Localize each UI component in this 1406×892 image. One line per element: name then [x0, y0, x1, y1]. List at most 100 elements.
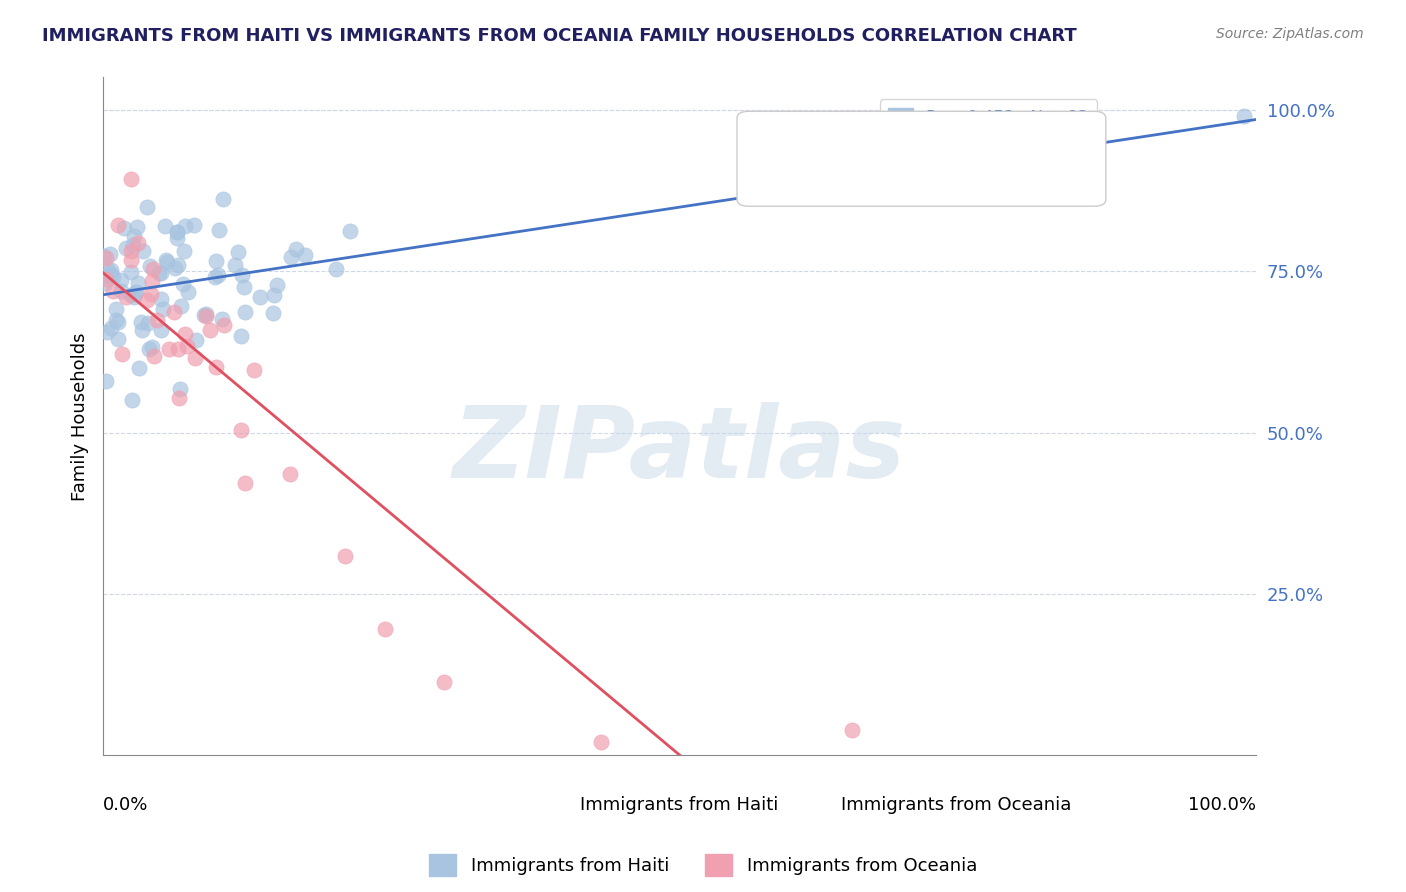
Point — [105, 313, 128, 327]
Point — [200, 323, 222, 337]
Point — [167, 258, 190, 272]
Text: 0.0%: 0.0% — [103, 796, 149, 814]
Point — [166, 225, 188, 239]
Point — [285, 242, 308, 256]
Point — [139, 259, 162, 273]
Point — [120, 287, 142, 301]
Point — [135, 200, 157, 214]
Point — [98, 246, 121, 260]
Point — [132, 244, 155, 258]
Point — [205, 359, 228, 374]
Point — [112, 221, 135, 235]
Point — [124, 285, 146, 300]
Point — [107, 332, 129, 346]
Point — [193, 308, 215, 322]
Point — [136, 293, 159, 307]
FancyBboxPatch shape — [737, 112, 1107, 206]
Point — [262, 306, 284, 320]
Point — [339, 224, 361, 238]
Point — [325, 262, 347, 277]
Point — [94, 276, 117, 290]
Point — [131, 323, 153, 337]
Point — [280, 250, 302, 264]
Point — [167, 391, 190, 405]
Point — [110, 272, 132, 286]
Text: ZIPatlas: ZIPatlas — [453, 401, 905, 499]
Point — [96, 326, 118, 340]
Point — [173, 244, 195, 258]
Point — [127, 276, 149, 290]
Point — [104, 301, 127, 316]
Point — [205, 253, 228, 268]
Point — [233, 280, 256, 294]
Point — [235, 304, 257, 318]
Point — [163, 305, 186, 319]
Point — [208, 223, 231, 237]
Point — [231, 268, 253, 282]
Point — [177, 285, 200, 299]
Point — [141, 339, 163, 353]
Point — [96, 269, 118, 284]
Point — [93, 249, 115, 263]
Point — [100, 321, 122, 335]
Point — [433, 675, 456, 690]
Point — [124, 285, 146, 299]
Point — [155, 253, 177, 268]
Point — [94, 272, 117, 286]
Point — [374, 622, 396, 636]
Text: Immigrants from Haiti: Immigrants from Haiti — [581, 796, 779, 814]
Point — [142, 261, 165, 276]
Point — [111, 347, 134, 361]
Point — [96, 374, 118, 388]
Point — [100, 267, 122, 281]
Point — [1233, 109, 1256, 123]
Legend: Immigrants from Haiti, Immigrants from Oceania: Immigrants from Haiti, Immigrants from O… — [422, 847, 984, 883]
Point — [139, 287, 162, 301]
Point — [101, 284, 124, 298]
Point — [128, 360, 150, 375]
Point — [120, 253, 142, 268]
Point — [159, 342, 181, 356]
Point — [294, 247, 316, 261]
Point — [114, 290, 136, 304]
Y-axis label: Family Households: Family Households — [72, 332, 89, 500]
Point — [129, 315, 152, 329]
Point — [120, 265, 142, 279]
Point — [152, 301, 174, 316]
Point — [183, 351, 205, 365]
Point — [110, 284, 132, 298]
Point — [841, 723, 863, 737]
Point — [153, 219, 176, 233]
Point — [121, 393, 143, 408]
Point — [211, 312, 233, 326]
Point — [121, 237, 143, 252]
Point — [127, 236, 149, 251]
Point — [122, 229, 145, 244]
Point — [107, 218, 129, 232]
Point — [204, 269, 226, 284]
Text: Source: ZipAtlas.com: Source: ZipAtlas.com — [1216, 27, 1364, 41]
Point — [165, 260, 187, 275]
Point — [278, 467, 301, 481]
Point — [243, 363, 266, 377]
Point — [96, 261, 118, 276]
Point — [156, 255, 179, 269]
Point — [229, 423, 252, 437]
Point — [233, 475, 256, 490]
Point — [100, 263, 122, 277]
Point — [176, 339, 198, 353]
Point — [101, 270, 124, 285]
Point — [115, 241, 138, 255]
Point — [195, 307, 218, 321]
Point — [186, 333, 208, 347]
Point — [107, 315, 129, 329]
Point — [96, 251, 118, 265]
Point — [212, 318, 235, 333]
Point — [138, 316, 160, 330]
Point — [150, 323, 173, 337]
Point — [138, 342, 160, 356]
Point — [172, 277, 194, 291]
Point — [141, 274, 163, 288]
Point — [166, 230, 188, 244]
Point — [195, 309, 218, 323]
